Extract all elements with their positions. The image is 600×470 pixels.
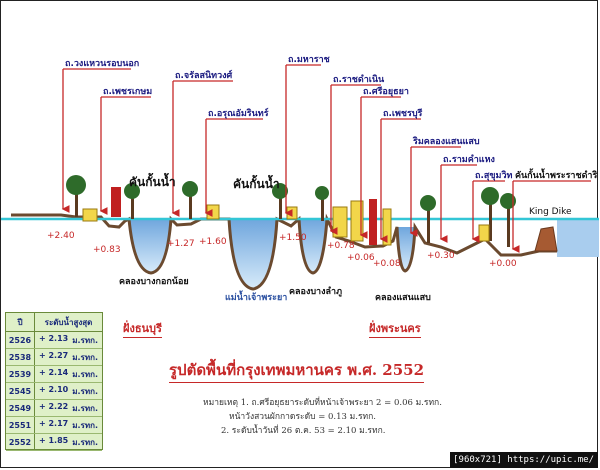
table-row: 2552 + 1.85 ม.รทก. [6, 434, 102, 451]
elevation-label: +2.40 [47, 231, 75, 241]
label-maharat-road: ถ.มหาราช [288, 55, 330, 65]
cell-level-unit: ม.รทก. [72, 369, 98, 379]
label-arrows [61, 65, 520, 253]
elevation-label: +1.50 [279, 233, 307, 243]
label-ramkhamhaeng-road: ถ.รามคำแหง [443, 155, 495, 165]
cell-level-unit: ม.รทก. [72, 335, 98, 345]
label-phetkasem-road: ถ.เพชรเกษม [103, 87, 153, 97]
cell-level-value: + 2.27 [39, 350, 69, 360]
label-dike-phranakhon: คันกั้นน้ำ [233, 177, 280, 191]
max-water-level-table: ปี ระดับน้ำสูงสุด 2526 + 2.13 ม.รทก. 2538 + … [5, 312, 103, 451]
cell-level: + 2.22 ม.รทก. [35, 402, 102, 415]
cell-level-value: + 2.14 [39, 367, 69, 377]
table-rows: 2526 + 2.13 ม.รทก. 2538 + 2.27 ม.รทก. 2539 + 2.… [6, 332, 102, 451]
elevation-label: +1.60 [199, 237, 227, 247]
label-si-ayutthaya-road: ถ.ศรีอยุธยา [363, 87, 409, 97]
table-row: 2538 + 2.27 ม.รทก. [6, 349, 102, 366]
label-dike-thonburi: คันกั้นน้ำ [129, 175, 176, 189]
label-royal-dike: คันกั้นน้ำพระราชดำริ [515, 171, 598, 181]
cell-level: + 2.17 ม.รทก. [35, 419, 102, 432]
chao-phraya-water [229, 219, 277, 289]
label-leaders [63, 64, 591, 182]
sea-water [557, 219, 599, 257]
label-arun-amarin-road: ถ.อรุณอัมรินทร์ [208, 109, 269, 119]
cell-level: + 1.85 ม.รทก. [35, 436, 102, 449]
diagram-title: รูปตัดพื้นที่กรุงเทพมหานคร พ.ศ. 2552 [169, 358, 425, 383]
cell-year: 2552 [6, 434, 35, 450]
cell-year: 2526 [6, 332, 35, 348]
cell-year: 2549 [6, 400, 35, 416]
cell-level-unit: ม.รทก. [72, 352, 98, 362]
canal-label-bangkok-noi: คลองบางกอกน้อย [119, 277, 189, 287]
cell-year: 2551 [6, 417, 35, 433]
note-line: 2. ระดับน้ำวันที่ 26 ต.ค. 53 = 2.10 ม.รท… [221, 426, 386, 436]
canal-label-saen-saep: คลองแสนแสบ [375, 293, 431, 303]
table-row: 2551 + 2.17 ม.รทก. [6, 417, 102, 434]
label-ratchadamnoen-road: ถ.ราชดำเนิน [333, 75, 385, 85]
cell-level-value: + 1.85 [39, 435, 69, 445]
cell-year: 2538 [6, 349, 35, 365]
cell-level: + 2.10 ม.รทก. [35, 385, 102, 398]
notes: หมายเหตุ 1. ถ.ศรีอยุธยาระดับที่หน้าเจ้าพ… [203, 396, 442, 438]
cell-level-value: + 2.17 [39, 418, 69, 428]
col-level-text: ระดับน้ำสูงสุด [44, 317, 93, 327]
label-king-dike: King Dike [529, 207, 572, 217]
cell-level-unit: ม.รทก. [72, 403, 98, 413]
cell-level: + 2.27 ม.รทก. [35, 351, 102, 364]
cell-level-unit: ม.รทก. [72, 386, 98, 396]
elevation-label: +0.78 [327, 241, 355, 251]
table-header: ปี ระดับน้ำสูงสุด [6, 313, 102, 332]
cell-level-value: + 2.10 [39, 384, 69, 394]
cell-level: + 2.13 ม.รทก. [35, 334, 102, 347]
cell-level-value: + 2.13 [39, 333, 69, 343]
label-charan-sanitwong-road: ถ.จรัลสนิทวงศ์ [175, 71, 233, 81]
note-line: หมายเหตุ 1. ถ.ศรีอยุธยาระดับที่หน้าเจ้าพ… [203, 398, 442, 408]
cell-year: 2539 [6, 366, 35, 382]
image-footer: [960x721] https://upic.me/ [450, 452, 598, 468]
elevation-label: +0.06 [347, 253, 375, 263]
note-line: หน้าวังสวนผักกาดระดับ = 0.13 ม.รทก. [229, 412, 376, 422]
col-level: ระดับน้ำสูงสุด [35, 316, 102, 329]
side-label-thonburi: ฝั่งธนบุรี [123, 319, 162, 338]
river-label-chao-phraya: แม่น้ำเจ้าพระยา [225, 293, 288, 303]
elevation-label: +0.83 [93, 245, 121, 255]
elevation-label: +1.27 [167, 239, 195, 249]
king-dike [534, 226, 558, 252]
cross-section-diagram [1, 64, 599, 291]
trees [66, 175, 516, 247]
table-row: 2539 + 2.14 ม.รทก. [6, 366, 102, 383]
cell-year: 2545 [6, 383, 35, 399]
col-year: ปี [6, 313, 35, 331]
canal-label-banglamphu: คลองบางลำภู [289, 287, 342, 297]
label-phetchaburi-road: ถ.เพชรบุรี [383, 109, 423, 119]
elevation-label: +0.30 [427, 251, 455, 261]
cell-level: + 2.14 ม.รทก. [35, 368, 102, 381]
elevation-label: +0.00 [489, 259, 517, 269]
table-row: 2545 + 2.10 ม.รทก. [6, 383, 102, 400]
canal-bangkok-noi-water [129, 219, 171, 273]
label-outer-ring-road: ถ.วงแหวนรอบนอก [65, 59, 140, 69]
table-row: 2549 + 2.22 ม.รทก. [6, 400, 102, 417]
cell-level-unit: ม.รทก. [72, 420, 98, 430]
side-label-phranakhon: ฝั่งพระนคร [369, 319, 421, 338]
table-row: 2526 + 2.13 ม.รทก. [6, 332, 102, 349]
elevation-label: +0.08 [373, 259, 401, 269]
label-saen-saep-bank: ริมคลองแสนแสบ [413, 137, 480, 147]
cell-level-unit: ม.รทก. [72, 437, 98, 447]
cell-level-value: + 2.22 [39, 401, 69, 411]
label-sukhumvit-road: ถ.สุขุมวิท [475, 171, 513, 181]
